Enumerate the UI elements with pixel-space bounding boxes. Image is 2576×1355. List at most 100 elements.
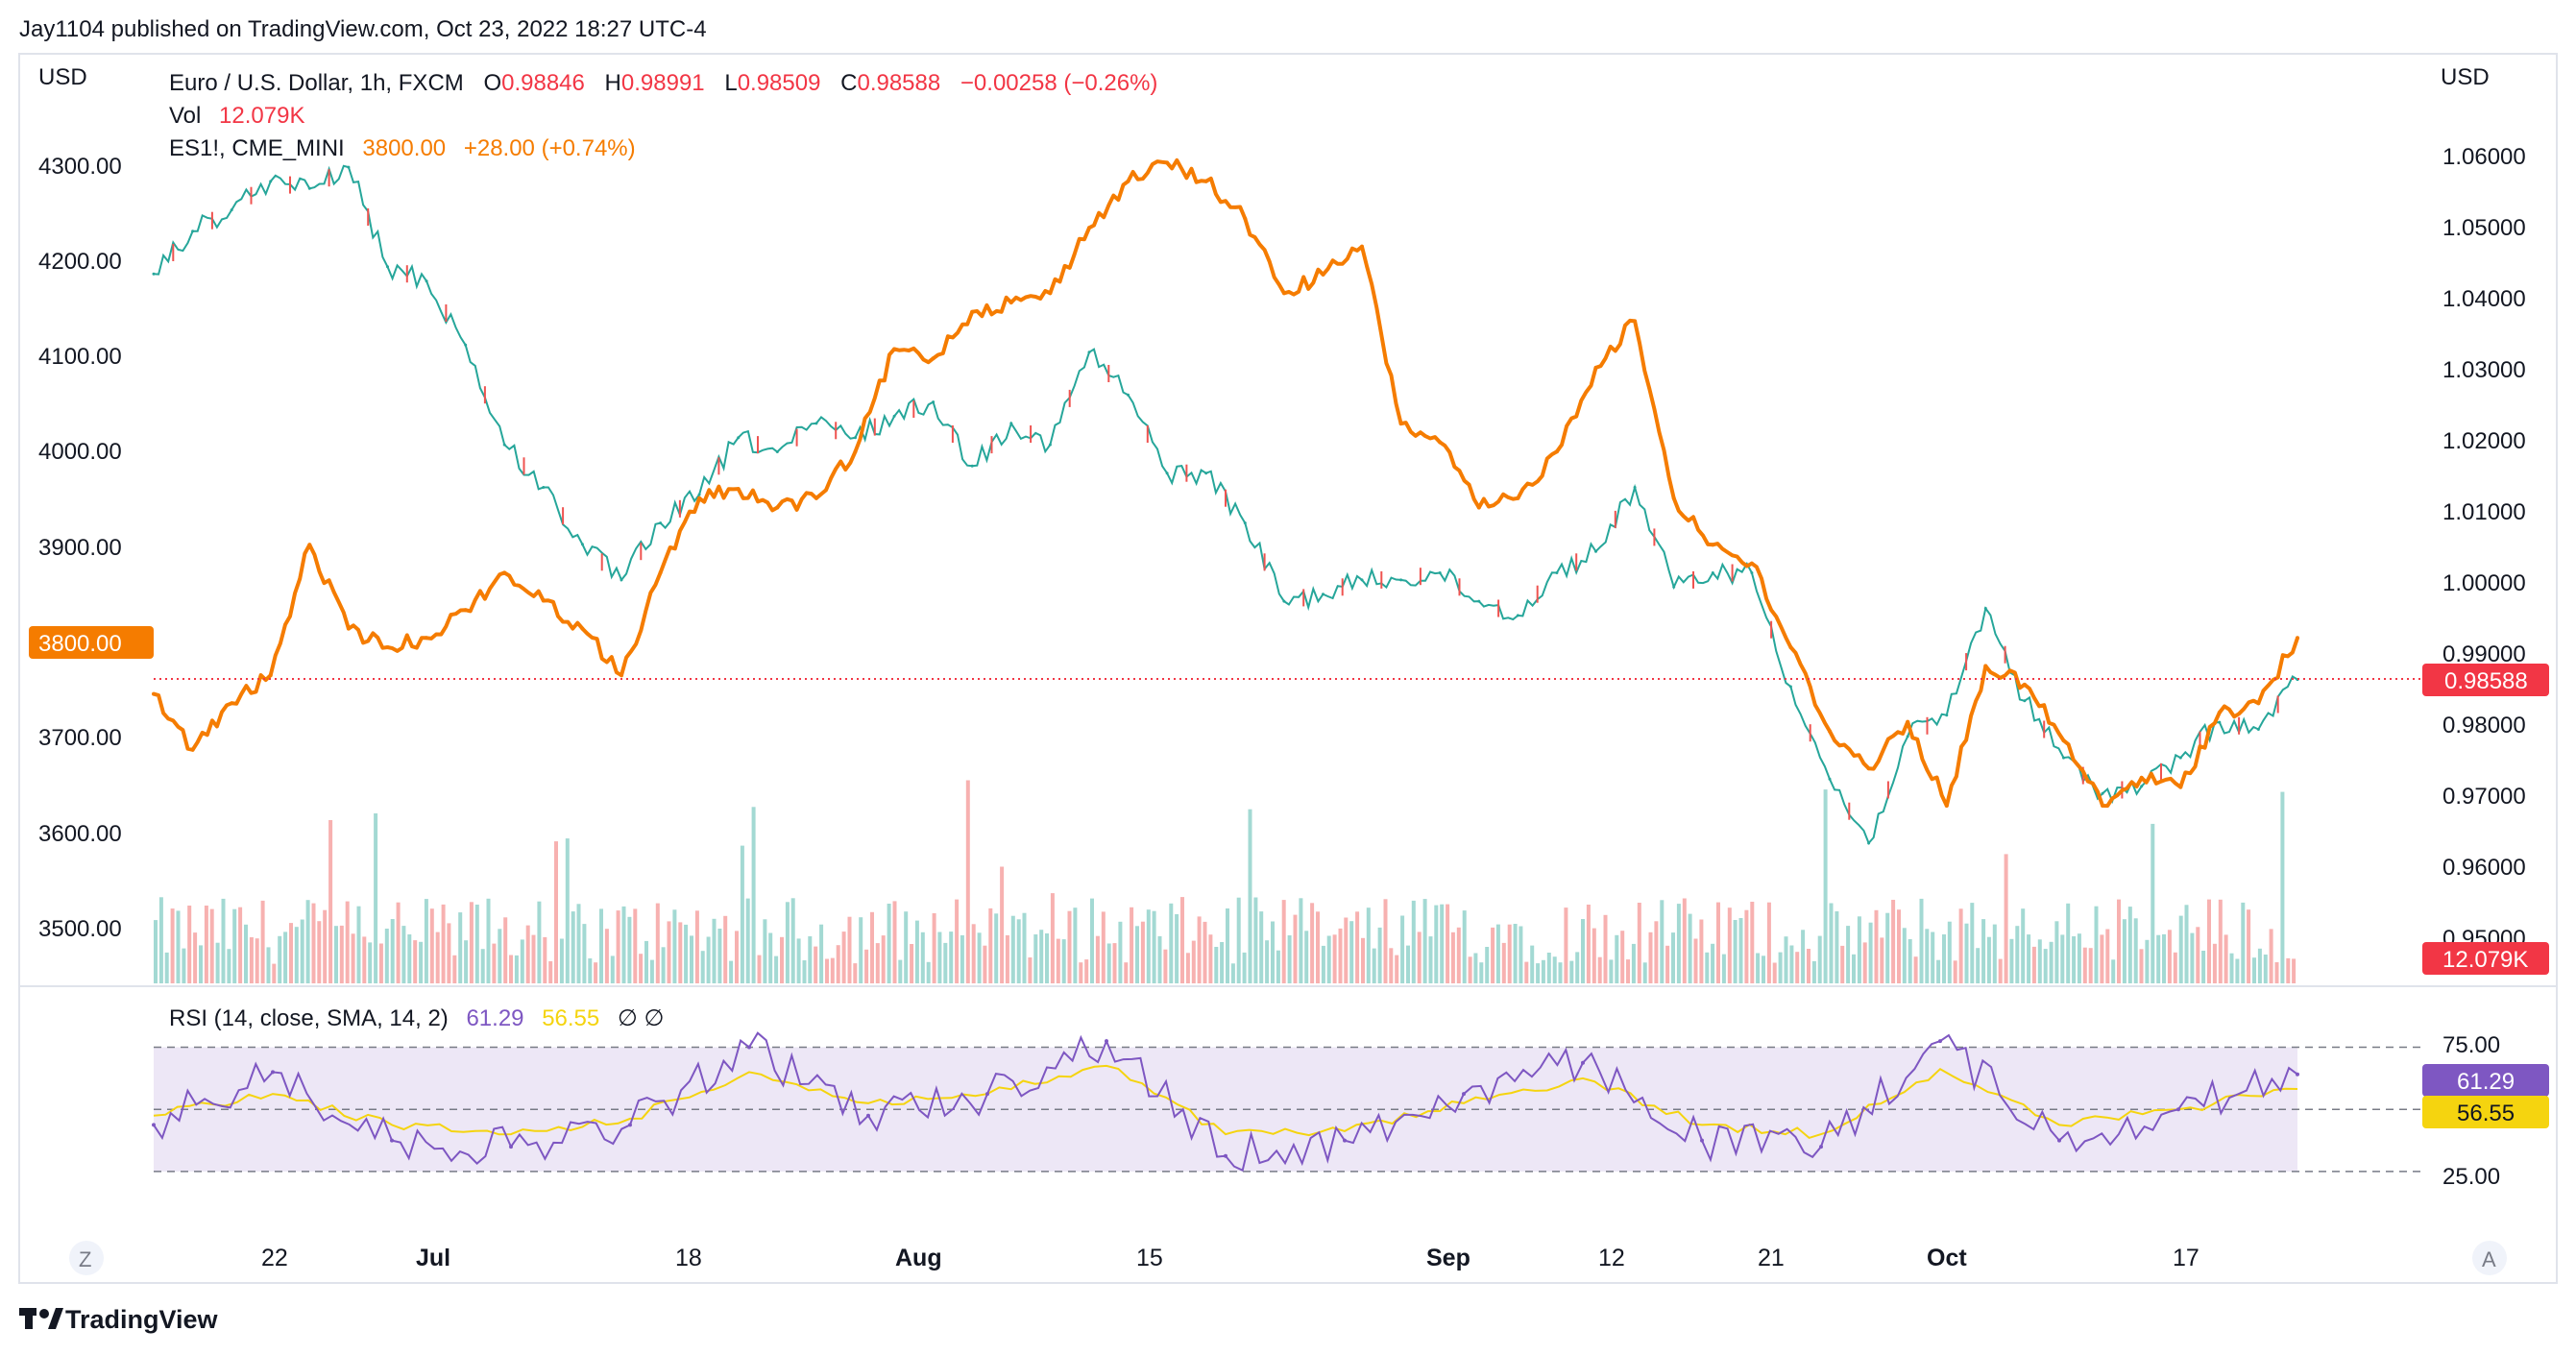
eurusd-point	[347, 165, 351, 169]
eurusd-point	[620, 578, 623, 582]
eurusd-point	[1438, 571, 1442, 574]
volume-bar	[1411, 900, 1416, 983]
volume-bar	[1536, 963, 1541, 983]
volume-bar	[2212, 943, 2217, 983]
volume-bar	[1248, 809, 1252, 983]
volume-bar	[176, 910, 181, 983]
volume-bar	[2031, 946, 2036, 983]
volume-bar	[2263, 955, 2268, 983]
volume-bar	[2280, 791, 2285, 983]
es-point	[346, 626, 351, 631]
auto-scale-button[interactable]	[2472, 1241, 2507, 1275]
volume-bar	[374, 813, 378, 983]
volume-bar	[1163, 949, 1168, 983]
rsi-tick: 25.00	[2442, 1164, 2500, 1190]
eurusd-point	[2140, 785, 2144, 788]
volume-bar	[1185, 953, 1190, 983]
volume-bar	[864, 949, 869, 983]
volume-bar	[390, 919, 395, 983]
volume-bar	[1778, 952, 1783, 983]
volume-bar	[543, 936, 547, 983]
volume-bar	[1569, 960, 1574, 983]
zoom-z-button[interactable]	[69, 1241, 104, 1275]
volume-bar	[1931, 932, 1935, 983]
volume-bar	[1756, 953, 1761, 983]
volume-bar	[627, 916, 632, 983]
rsi-band	[154, 1046, 2422, 1173]
volume-bar	[1450, 932, 1455, 983]
volume-bar	[774, 956, 779, 983]
volume-bar	[2207, 899, 2211, 983]
volume-bar	[1711, 943, 1715, 983]
volume-bar	[182, 948, 186, 983]
es-point	[1126, 179, 1130, 183]
volume-bar	[920, 932, 925, 983]
es-point	[1671, 496, 1676, 500]
right-tick: 1.05000	[2442, 215, 2526, 241]
volume-bar	[1919, 898, 1924, 983]
volume-bar	[655, 903, 660, 983]
es-last-badge-text: 3800.00	[38, 631, 122, 657]
volume-bar	[1135, 926, 1139, 983]
es-point	[502, 570, 507, 575]
volume-bar	[1738, 918, 1743, 983]
legend-vol-label: Vol	[169, 103, 201, 129]
eurusd-point	[1399, 578, 1403, 582]
eurusd-point	[1282, 599, 1286, 603]
left-tick: 4000.00	[38, 439, 122, 465]
volume-bar	[667, 921, 671, 983]
volume-bar	[1090, 898, 1094, 983]
volume-bar	[1033, 934, 1038, 983]
legend-c-label: C	[840, 70, 857, 96]
volume-bar	[1857, 916, 1861, 983]
es-point	[658, 570, 663, 575]
legend-o-label: O	[483, 70, 501, 96]
right-currency-label: USD	[2441, 64, 2490, 90]
volume-bar	[1789, 945, 1794, 983]
volume-bar	[1817, 935, 1822, 983]
rsi-point	[1224, 1153, 1227, 1158]
volume-bar	[988, 907, 993, 983]
es-point	[1554, 449, 1559, 454]
volume-bar	[1106, 943, 1111, 983]
eurusd-point	[1788, 685, 1792, 689]
volume-bar	[723, 915, 728, 983]
volume-bar	[802, 960, 807, 983]
volume-bar	[1862, 942, 1867, 983]
volume-bar	[1050, 893, 1055, 983]
es-point	[1593, 365, 1598, 370]
volume-bar	[633, 908, 638, 983]
volume-bar	[2082, 947, 2087, 983]
volume-bar	[2094, 906, 2099, 983]
volume-bar	[1592, 928, 1596, 983]
volume-bar	[1744, 909, 1749, 983]
volume-bar	[164, 952, 169, 983]
eurusd-point	[2218, 720, 2222, 724]
eurusd-point	[2178, 756, 2182, 760]
volume-bar	[1970, 903, 1975, 983]
volume-bar	[1434, 905, 1439, 983]
left-tick: 4100.00	[38, 344, 122, 370]
volume-bar	[2027, 934, 2031, 983]
volume-bar	[1118, 921, 1123, 983]
volume-bar	[272, 963, 277, 983]
volume-bar	[2252, 957, 2256, 983]
left-tick: 4200.00	[38, 249, 122, 275]
volume-bar	[311, 903, 316, 983]
es-point	[425, 636, 429, 641]
volume-bar	[949, 932, 954, 983]
volume-bar	[1880, 937, 1884, 983]
volume-bar	[1772, 962, 1777, 983]
volume-bar	[1468, 956, 1472, 983]
volume-bar	[745, 898, 750, 983]
x-tick: Sep	[1426, 1245, 1470, 1271]
eurusd-point	[892, 414, 896, 418]
volume-bar	[1716, 902, 1720, 983]
volume-bar	[1016, 919, 1021, 983]
volume-bar	[255, 938, 259, 983]
volume-bar	[227, 949, 231, 983]
es-point	[190, 747, 195, 752]
volume-bar	[1310, 903, 1315, 983]
volume-bar	[2139, 949, 2144, 983]
